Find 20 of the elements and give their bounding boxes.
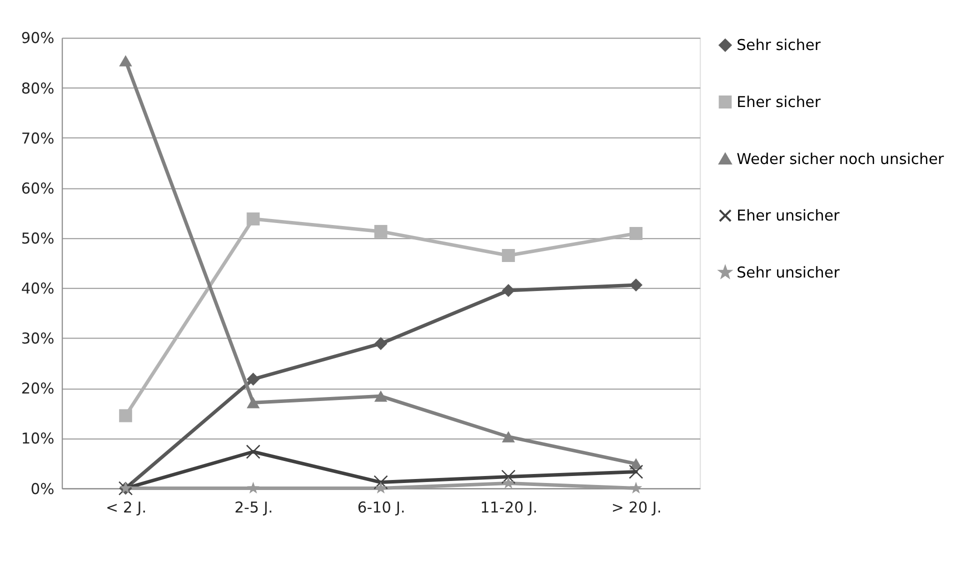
x-tick-label: < 2 J. — [106, 498, 146, 517]
y-tick-label: 60% — [21, 179, 54, 198]
legend-label: Eher unsicher — [736, 206, 840, 225]
y-tick-label: 70% — [21, 129, 54, 148]
y-tick-label: 90% — [21, 29, 54, 48]
y-tick-label: 50% — [21, 229, 54, 248]
y-tick-label: 40% — [21, 280, 54, 298]
y-tick-label: 80% — [21, 79, 54, 98]
x-tick-label: 6-10 J. — [357, 498, 406, 517]
legend-label: Sehr unsicher — [736, 263, 840, 282]
y-tick-label: 30% — [21, 330, 54, 348]
x-tick-label: > 20 J. — [611, 498, 662, 517]
legend-label: Sehr sicher — [736, 36, 822, 54]
y-tick-label: 0% — [30, 480, 54, 498]
y-tick-label: 20% — [21, 380, 54, 398]
x-tick-label: 11-20 J. — [480, 498, 538, 517]
legend-label: Weder sicher noch unsicher — [736, 150, 945, 168]
legend-label: Eher sicher — [736, 92, 822, 111]
y-tick-label: 10% — [21, 430, 54, 448]
x-tick-label: 2-5 J. — [234, 498, 273, 517]
